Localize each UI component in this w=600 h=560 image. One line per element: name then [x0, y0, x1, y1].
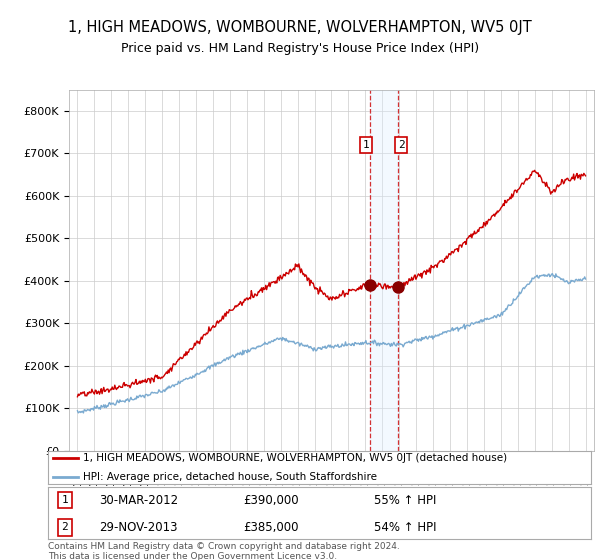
- Text: 29-NOV-2013: 29-NOV-2013: [100, 521, 178, 534]
- Text: 55% ↑ HPI: 55% ↑ HPI: [374, 493, 436, 507]
- Text: 1, HIGH MEADOWS, WOMBOURNE, WOLVERHAMPTON, WV5 0JT: 1, HIGH MEADOWS, WOMBOURNE, WOLVERHAMPTO…: [68, 20, 532, 35]
- Text: 2: 2: [62, 522, 68, 533]
- Text: 1, HIGH MEADOWS, WOMBOURNE, WOLVERHAMPTON, WV5 0JT (detached house): 1, HIGH MEADOWS, WOMBOURNE, WOLVERHAMPTO…: [83, 453, 508, 463]
- Text: 1: 1: [363, 140, 370, 150]
- Text: 2: 2: [398, 140, 404, 150]
- Text: Price paid vs. HM Land Registry's House Price Index (HPI): Price paid vs. HM Land Registry's House …: [121, 42, 479, 55]
- Text: HPI: Average price, detached house, South Staffordshire: HPI: Average price, detached house, Sout…: [83, 472, 377, 482]
- Text: £390,000: £390,000: [244, 493, 299, 507]
- Text: £385,000: £385,000: [244, 521, 299, 534]
- Text: Contains HM Land Registry data © Crown copyright and database right 2024.
This d: Contains HM Land Registry data © Crown c…: [48, 542, 400, 560]
- Text: 1: 1: [62, 495, 68, 505]
- Bar: [370, 90, 398, 451]
- Text: 54% ↑ HPI: 54% ↑ HPI: [374, 521, 436, 534]
- Text: 30-MAR-2012: 30-MAR-2012: [100, 493, 179, 507]
